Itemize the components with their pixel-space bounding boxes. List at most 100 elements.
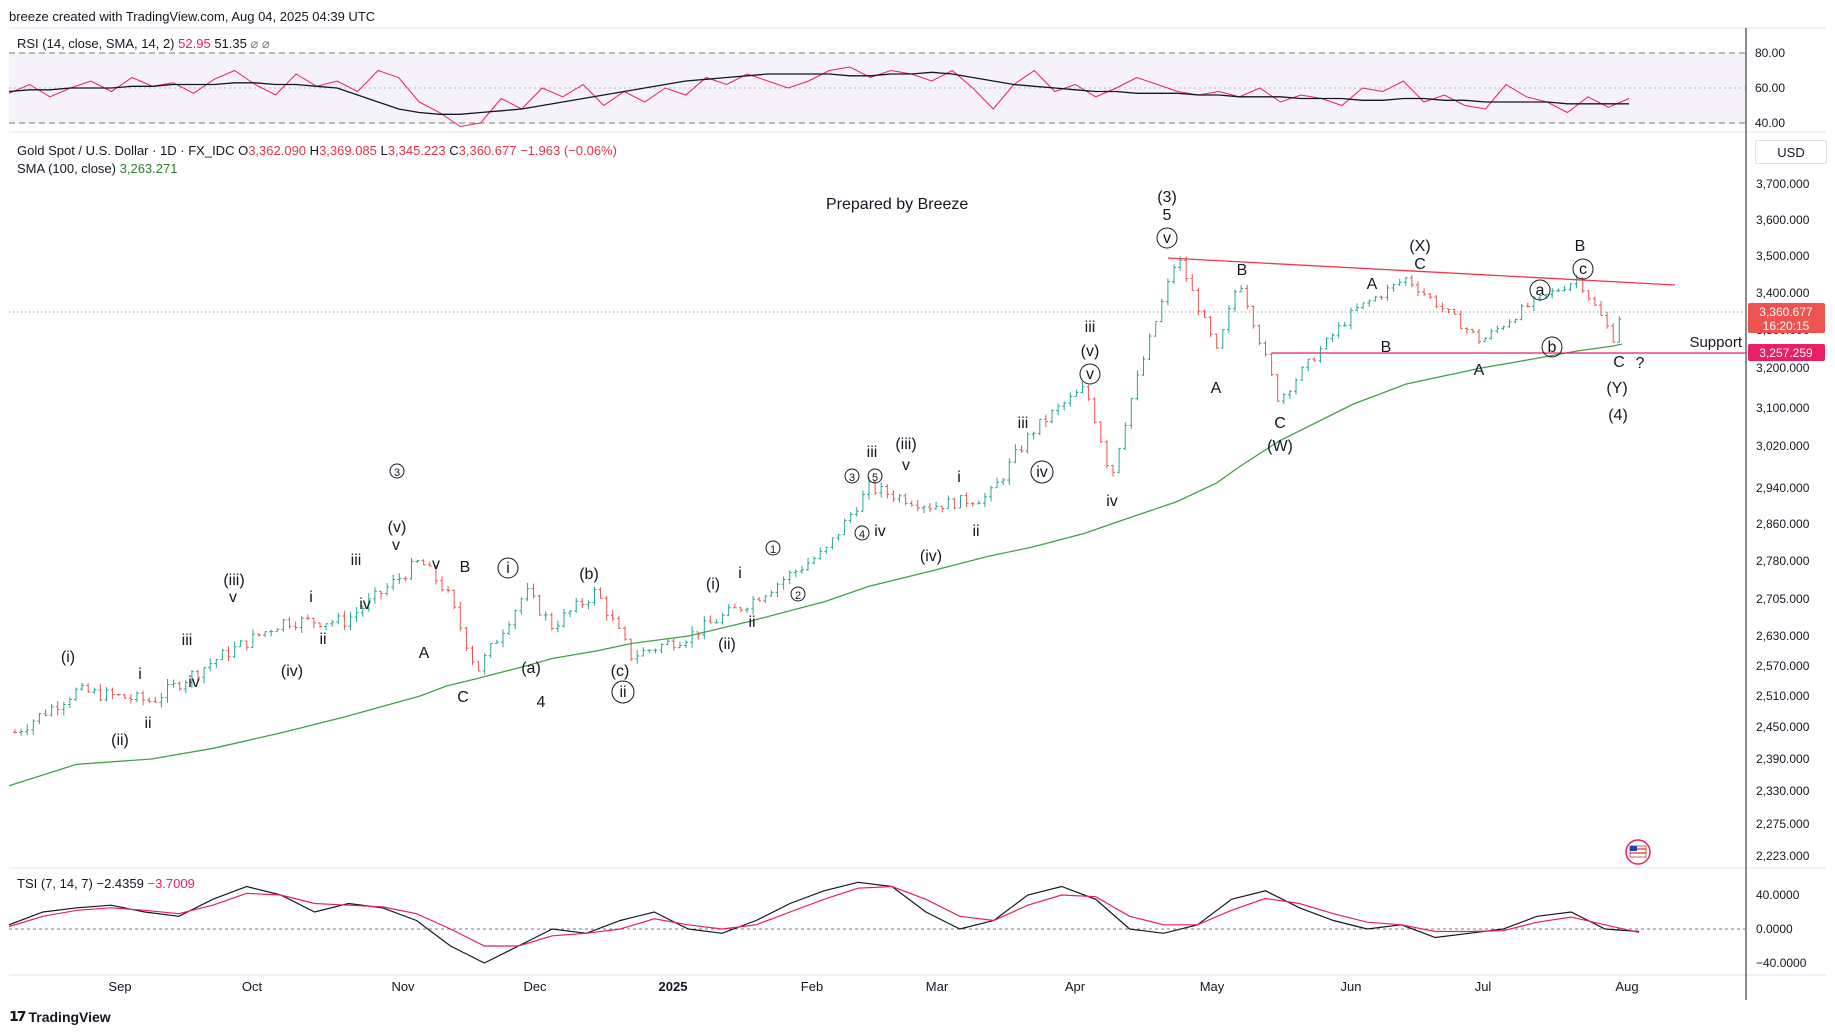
time-axis-label: Sep: [108, 979, 131, 994]
wave-label: (W): [1267, 438, 1293, 455]
high-label: H: [309, 143, 320, 158]
tradingview-brand[interactable]: 𝟭𝟳 TradingView: [9, 1008, 111, 1025]
price-tick-label: 3,200.000: [1756, 361, 1810, 375]
wave-label: (iv): [281, 663, 303, 680]
wave-label-circle: [1030, 460, 1054, 484]
time-axis-label: Apr: [1065, 979, 1086, 994]
price-tick-label: 2,705.000: [1756, 592, 1810, 606]
price-tick-label: 3,700.000: [1756, 177, 1810, 191]
wave-label: iv: [874, 523, 886, 540]
wave-label: iv: [1036, 464, 1048, 481]
wave-label: 1: [770, 544, 776, 556]
open-label: O: [238, 143, 249, 158]
wave-label: i: [506, 560, 510, 577]
tsi-signal-line: [8, 885, 1640, 947]
price-tick-label: 2,860.000: [1756, 517, 1810, 531]
wave-label-circle: [1156, 227, 1178, 249]
time-axis-label: Feb: [801, 979, 823, 994]
close-label: C: [449, 143, 459, 158]
low-value: 3,345.223: [387, 143, 446, 158]
wave-label-circle: [1541, 336, 1563, 358]
wave-label: iii: [867, 444, 878, 461]
wave-label-circle: [611, 680, 635, 704]
wave-label: ii: [619, 684, 626, 701]
price-tick-label: 2,630.000: [1756, 629, 1810, 643]
rsi-tick-label: 40.00: [1755, 116, 1785, 130]
tsi-tick-label: 0.0000: [1756, 922, 1793, 936]
chart-credit: breeze created with TradingView.com, Aug…: [9, 9, 376, 24]
time-axis-label: Nov: [391, 979, 415, 994]
tsi-value: −2.4359: [96, 876, 144, 891]
wave-label: v: [392, 537, 400, 554]
wave-label: A: [1367, 276, 1378, 293]
wave-label-circle: [854, 525, 870, 541]
wave-label: (i): [706, 576, 720, 593]
currency-selector[interactable]: USD: [1755, 140, 1827, 164]
wave-label: A: [419, 645, 430, 662]
price-tick-label: 3,100.000: [1756, 401, 1810, 415]
tsi-legend[interactable]: TSI (7, 14, 7) −2.4359 −3.7009: [17, 876, 195, 891]
wave-label-circle: [497, 557, 519, 579]
price-tick-label: 3,500.000: [1756, 249, 1810, 263]
wave-label: v: [432, 556, 440, 573]
wave-label: iv: [188, 674, 200, 691]
wave-label: (iv): [920, 548, 942, 565]
countdown-tag-text: 16:20:15: [1763, 319, 1810, 333]
wave-label: (iii): [223, 572, 244, 589]
wave-label: (3): [1157, 189, 1177, 206]
wave-label: B: [1237, 262, 1248, 279]
resistance-trendline: [1167, 257, 1676, 286]
tsi-series-line: [8, 881, 1640, 964]
wave-label: ii: [972, 523, 979, 540]
wave-label: (Y): [1606, 380, 1627, 397]
wave-label: v: [1086, 366, 1094, 383]
wave-label: 4: [859, 529, 865, 541]
rsi-tick-label: 60.00: [1755, 81, 1785, 95]
wave-label: C: [1274, 415, 1286, 432]
wave-label-circle: [1572, 258, 1594, 280]
wave-label: iii: [1085, 319, 1096, 336]
sma-legend-name: SMA (100, close): [17, 161, 116, 176]
wave-label: C: [457, 689, 469, 706]
tsi-tick-label: 40.0000: [1756, 888, 1800, 902]
last-price-tag: [1748, 303, 1825, 333]
wave-label: (b): [579, 566, 599, 583]
wave-label: i: [138, 666, 142, 683]
tsi-tick-label: −40.0000: [1756, 956, 1807, 970]
wave-label: (i): [61, 649, 75, 666]
rsi-legend[interactable]: RSI (14, close, SMA, 14, 2) 52.95 51.35 …: [17, 36, 270, 52]
tsi-signal-value: −3.7009: [147, 876, 195, 891]
wave-label-circle: [1529, 279, 1551, 301]
support-label: Support: [1689, 334, 1742, 351]
wave-label: iv: [359, 596, 371, 613]
sma-value: 3,263.271: [119, 161, 178, 176]
wave-label: c: [1579, 261, 1587, 278]
wave-label-circle: [867, 468, 883, 484]
wave-label: B: [1575, 238, 1586, 255]
wave-label: (4): [1608, 407, 1628, 424]
open-value: 3,362.090: [248, 143, 307, 158]
wave-label: 3: [849, 472, 855, 484]
rsi-series-line: [8, 66, 1630, 128]
main-legend[interactable]: Gold Spot / U.S. Dollar · 1D · FX_IDC O3…: [17, 142, 617, 178]
wave-label-circle: [1079, 363, 1101, 385]
wave-label: A: [1474, 362, 1485, 379]
wave-label: C: [1613, 354, 1625, 371]
price-tick-label: 3,020.000: [1756, 439, 1810, 453]
wave-label: iii: [182, 632, 193, 649]
price-tick-label: 2,450.000: [1756, 720, 1810, 734]
sma-row: SMA (100, close) 3,263.271: [17, 160, 617, 178]
time-axis-label: Jun: [1341, 979, 1362, 994]
tsi-legend-name: TSI (7, 14, 7): [17, 876, 93, 891]
rsi-value: 52.95: [178, 36, 211, 51]
time-axis-label: Mar: [926, 979, 949, 994]
support-price-tag-text: 3,257.259: [1759, 346, 1813, 360]
brand-name: TradingView: [28, 1008, 111, 1025]
wave-label: a: [1536, 282, 1545, 299]
wave-label: i: [738, 565, 742, 582]
price-tick-label: 2,940.000: [1756, 481, 1810, 495]
price-tick-label: 3,400.000: [1756, 286, 1810, 300]
wave-label: (c): [611, 663, 630, 680]
price-tick-label: 2,275.000: [1756, 817, 1810, 831]
